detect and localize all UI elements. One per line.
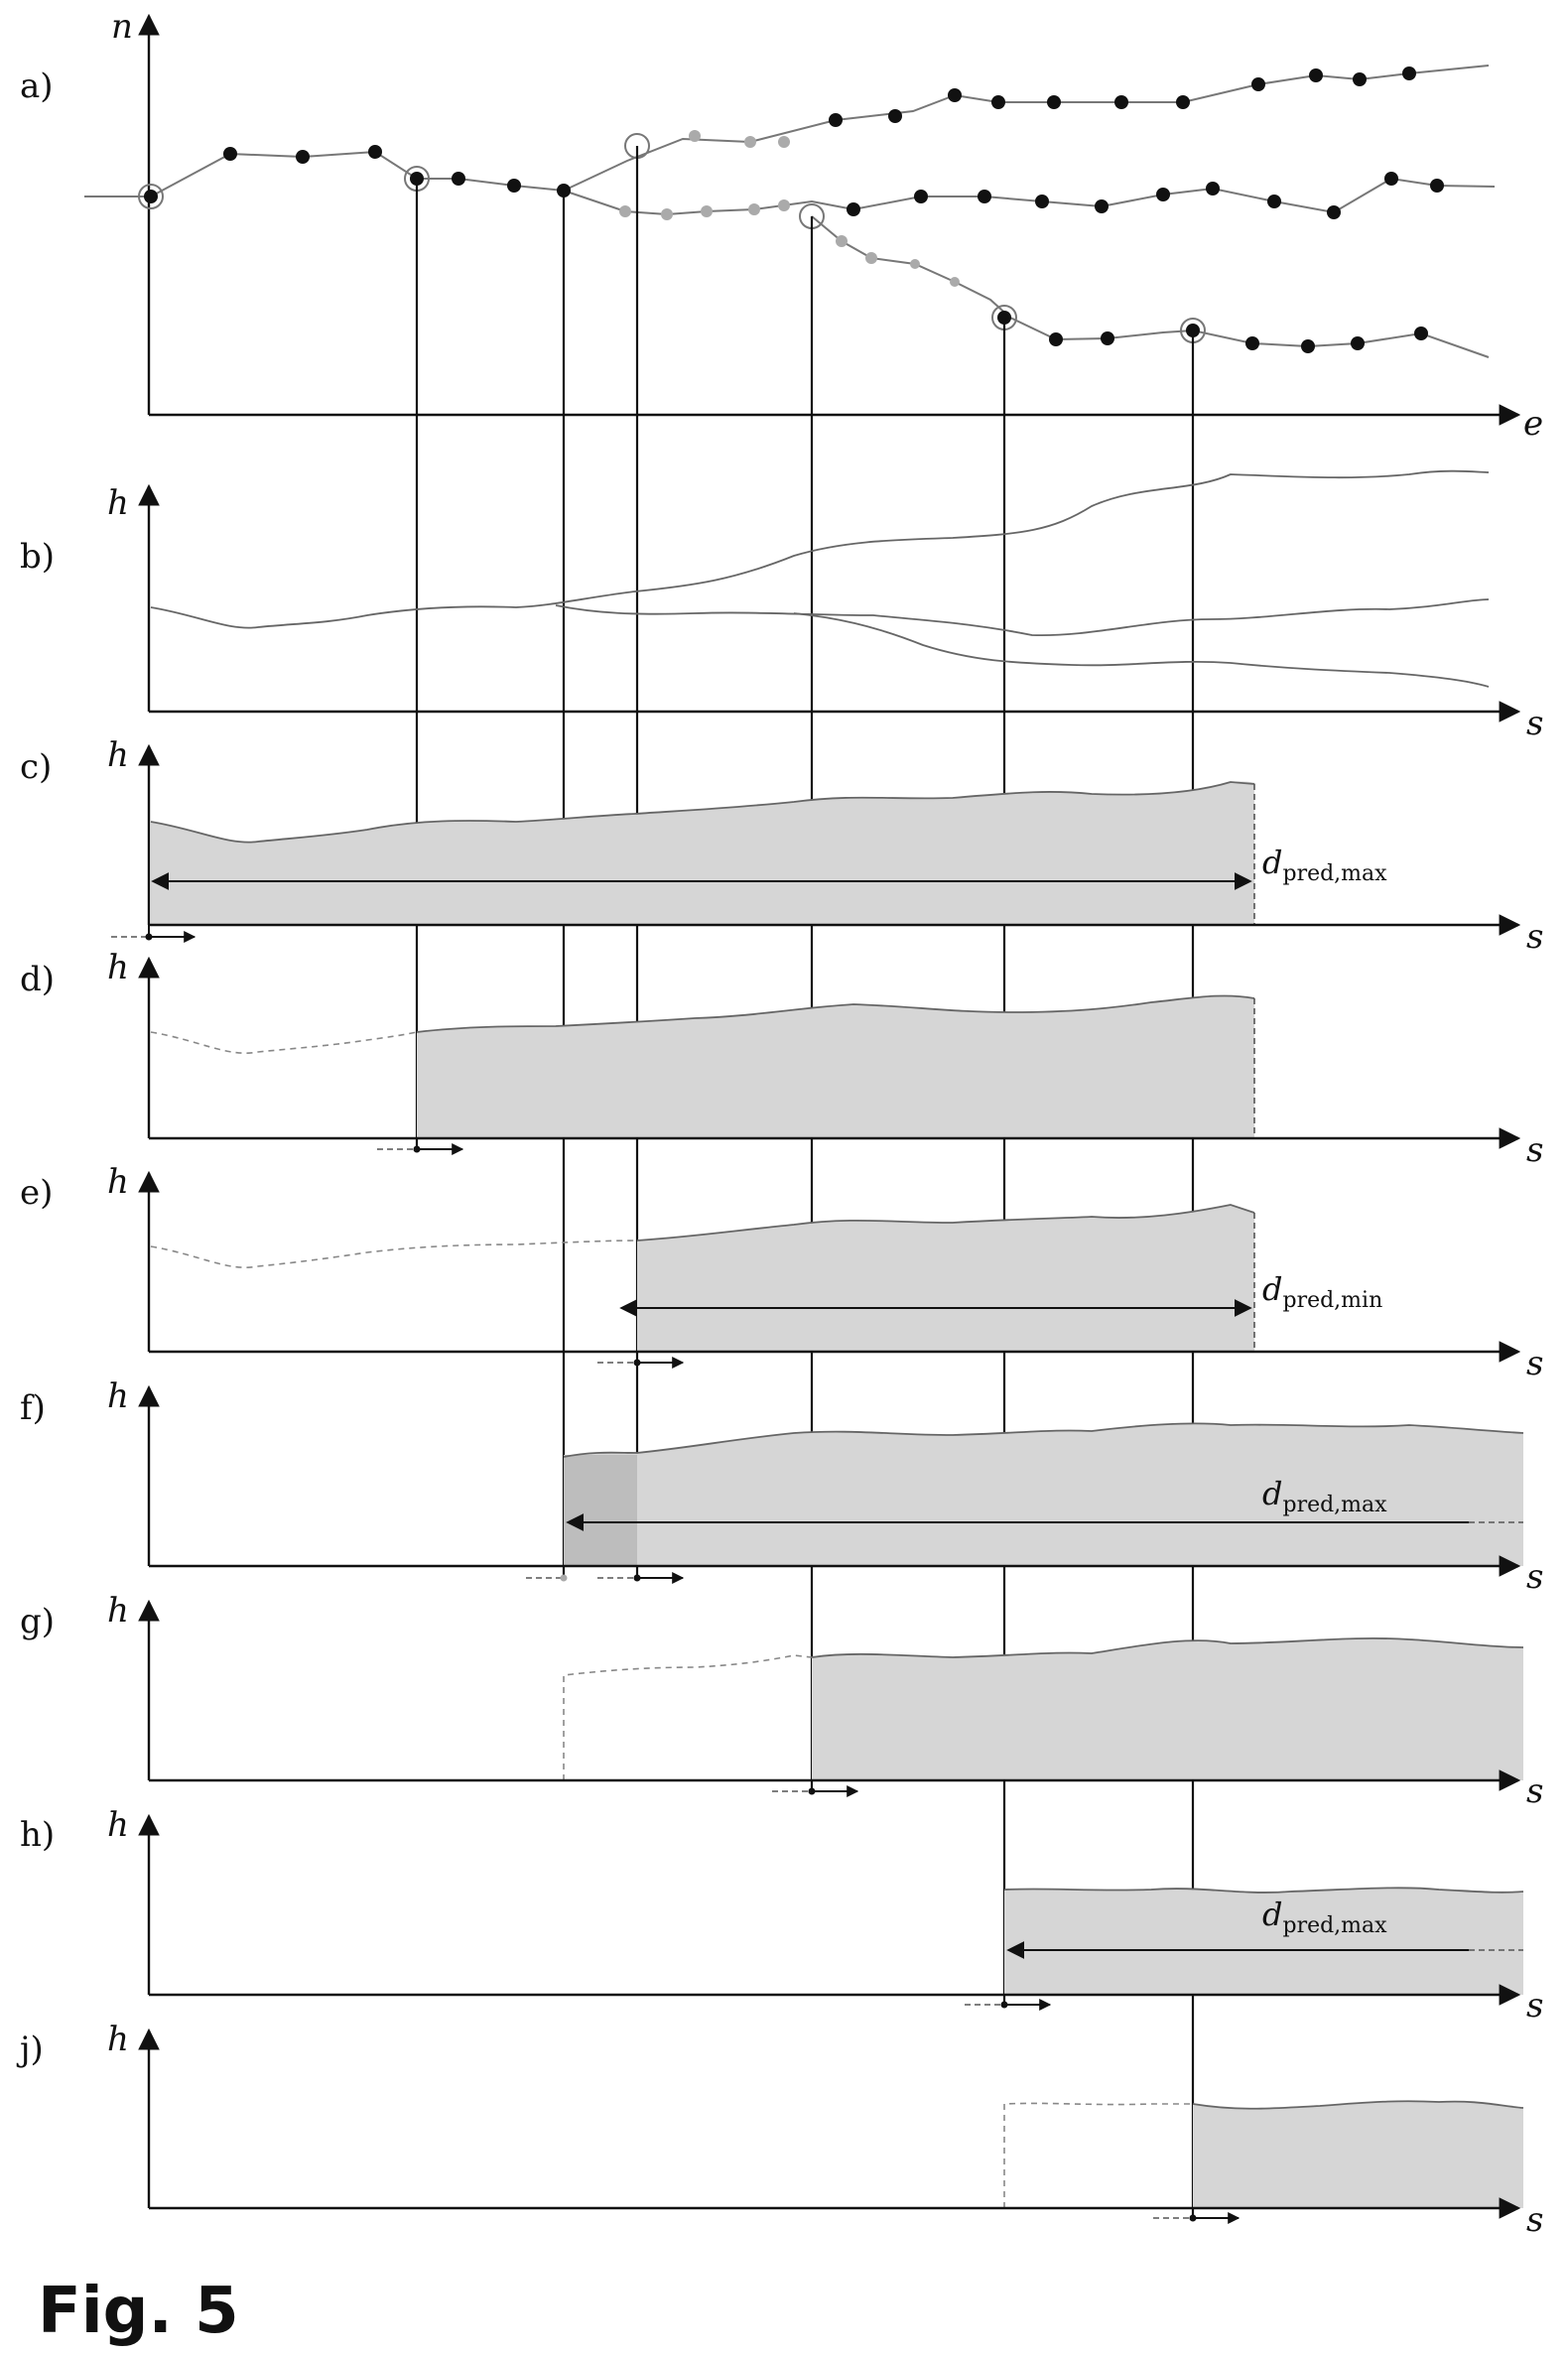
past-profile-j: [1003, 2102, 1193, 2208]
position-marker-j: [1153, 2212, 1241, 2224]
position-marker-d: [377, 1143, 464, 1155]
prediction-area-c: [151, 781, 1256, 925]
panel-c-label: c): [20, 747, 52, 787]
panel-d-x-label: s: [1526, 1130, 1543, 1170]
height-profile-middle: [555, 598, 1490, 637]
prediction-profile-d: [416, 994, 1255, 1033]
prediction-profile-h: [1003, 1887, 1524, 1894]
panel-g-y-label: h: [107, 1591, 129, 1631]
panel-h-x-label: s: [1526, 1986, 1543, 2026]
panel-g: g) h s: [20, 1591, 1543, 1811]
prediction-profile-e: [636, 1204, 1255, 1242]
panel-b: b) h s: [20, 469, 1543, 743]
overlap-region-f: [564, 1455, 637, 1566]
panel-d: d) h s: [20, 948, 1543, 1170]
panel-c-y-label: h: [107, 735, 129, 775]
prediction-profile-f: [563, 1422, 1524, 1458]
position-marker-f: [526, 1572, 685, 1584]
trajectory-lower: [811, 215, 1490, 358]
height-profile-lower: [793, 612, 1490, 688]
panel-a: a) n e: [20, 7, 1543, 444]
panel-c: c) h s dpred,max: [20, 735, 1543, 957]
prediction-profile-j: [1192, 2100, 1524, 2110]
figure-caption: Fig. 5: [38, 2275, 239, 2348]
prediction-profile-g: [811, 1636, 1524, 1658]
panel-j-x-label: s: [1526, 2200, 1543, 2240]
prediction-area-e: [637, 1205, 1254, 1352]
panel-e: e) h s dpred,min: [20, 1162, 1543, 1383]
prediction-area-j: [1193, 2101, 1523, 2208]
prediction-area-h: [1004, 1888, 1523, 1995]
trajectory-middle: [563, 177, 1496, 216]
panel-a-y-label: n: [111, 7, 133, 47]
panel-a-x-label: e: [1523, 404, 1543, 444]
panel-b-x-label: s: [1526, 704, 1543, 743]
trajectory-main: [84, 65, 1490, 197]
dimension-label-f: dpred,max: [1262, 1475, 1387, 1517]
panel-h: h) h s dpred,max: [20, 1805, 1543, 2026]
panel-g-x-label: s: [1526, 1771, 1543, 1811]
height-profile-upper: [150, 469, 1490, 629]
panel-j: j) h s: [16, 2020, 1543, 2240]
panel-f-x-label: s: [1526, 1557, 1543, 1597]
panel-b-label: b): [20, 537, 55, 577]
past-profile-g: [563, 1654, 813, 1780]
panel-e-label: e): [20, 1173, 53, 1213]
past-profile-d: [150, 1031, 418, 1054]
predicted-points: [619, 130, 960, 287]
panel-d-y-label: h: [107, 948, 129, 987]
prediction-area-d: [417, 995, 1254, 1138]
panel-j-label: j): [16, 2029, 44, 2069]
panel-h-y-label: h: [107, 1805, 129, 1845]
panel-f-label: f): [20, 1388, 46, 1428]
panel-f: f) h s dpred,max: [20, 1376, 1543, 1597]
panel-c-x-label: s: [1526, 917, 1543, 957]
trajectory-points: [144, 66, 1444, 353]
dimension-label-c: dpred,max: [1262, 844, 1387, 886]
panel-h-label: h): [20, 1815, 55, 1855]
dimension-label-e: dpred,min: [1262, 1270, 1382, 1313]
dimension-label-h: dpred,max: [1262, 1896, 1387, 1938]
position-marker-e: [597, 1357, 685, 1369]
panel-a-label: a): [20, 66, 54, 106]
panel-b-y-label: h: [107, 483, 129, 523]
panel-j-y-label: h: [107, 2020, 129, 2059]
position-marker-c: [111, 925, 196, 943]
position-marker-g: [772, 1785, 859, 1797]
prediction-area-g: [812, 1637, 1523, 1780]
prediction-profile-c: [150, 781, 1255, 844]
panel-d-label: d): [20, 960, 55, 999]
panel-g-label: g): [20, 1602, 55, 1641]
prediction-area-f: [564, 1423, 1523, 1566]
panel-f-y-label: h: [107, 1376, 129, 1416]
panel-e-y-label: h: [107, 1162, 129, 1202]
position-marker-h: [965, 1999, 1052, 2011]
panel-e-x-label: s: [1526, 1344, 1543, 1383]
branch-markers: [138, 133, 1206, 343]
